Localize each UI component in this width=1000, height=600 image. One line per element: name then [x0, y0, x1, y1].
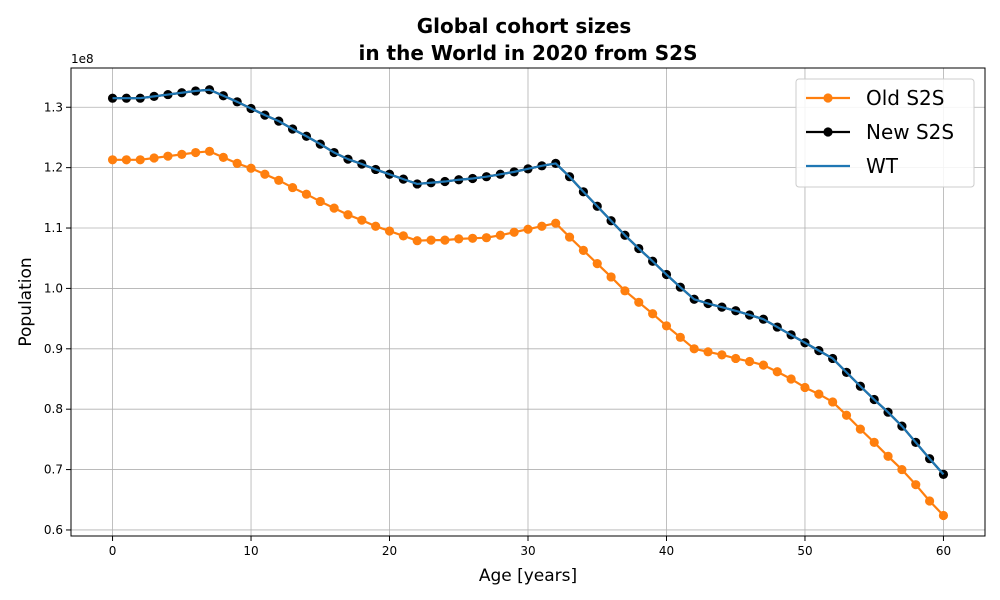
data-point-old-s2s [163, 151, 173, 161]
y-axis-label: Population [16, 257, 36, 346]
data-point-old-s2s [121, 155, 131, 165]
data-point-old-s2s [301, 189, 312, 199]
data-point-old-s2s [481, 233, 492, 243]
legend-label-old-s2s: Old S2S [866, 86, 944, 110]
data-point-old-s2s [855, 424, 865, 434]
y-tick-label: 0.6 [44, 523, 63, 537]
legend-entry-new-s2s: New S2S [806, 120, 954, 144]
legend-marker-new-s2s [823, 127, 833, 137]
data-point-old-s2s [468, 233, 478, 243]
y-offset-label: 1e8 [71, 52, 94, 66]
data-point-old-s2s [648, 309, 658, 319]
data-point-old-s2s [675, 332, 685, 342]
data-point-old-s2s [329, 203, 339, 213]
x-tick-label: 60 [936, 544, 951, 558]
data-point-old-s2s [661, 321, 672, 331]
y-tick-label: 1.2 [44, 161, 63, 175]
data-point-old-s2s [828, 397, 838, 407]
plot-series [107, 85, 949, 521]
series-wt [112, 88, 945, 476]
data-point-old-s2s [260, 169, 270, 179]
data-point-old-s2s [315, 196, 325, 207]
data-point-old-s2s [883, 451, 893, 461]
legend-entry-wt: WT [806, 154, 899, 178]
data-point-old-s2s [841, 410, 852, 420]
x-tick-label: 10 [243, 544, 258, 558]
data-point-old-s2s [897, 464, 907, 475]
legend-entry-old-s2s: Old S2S [806, 86, 944, 110]
data-point-old-s2s [537, 221, 547, 231]
data-point-old-s2s [454, 234, 464, 244]
data-point-old-s2s [412, 236, 422, 246]
data-point-old-s2s [218, 152, 228, 162]
y-tick-label: 0.9 [44, 342, 63, 356]
chart-title-line-1: Global cohort sizes [417, 14, 631, 38]
x-tick-label: 20 [382, 544, 397, 558]
data-point-old-s2s [578, 245, 588, 255]
data-point-old-s2s [426, 235, 436, 245]
y-tick-label: 1.0 [44, 281, 63, 295]
data-point-old-s2s [509, 227, 519, 237]
chart-title-line-2: in the World in 2020 from S2S [359, 41, 698, 65]
series-old-s2s [107, 146, 949, 521]
data-point-old-s2s [398, 231, 408, 241]
data-point-old-s2s [744, 356, 755, 367]
data-point-old-s2s [925, 496, 935, 506]
data-point-old-s2s [592, 259, 602, 269]
data-point-old-s2s [758, 360, 769, 370]
legend-label-wt: WT [866, 154, 899, 178]
data-point-old-s2s [495, 230, 505, 240]
x-tick-label: 50 [797, 544, 812, 558]
data-point-old-s2s [786, 374, 796, 384]
data-point-old-s2s [689, 344, 699, 354]
data-point-old-s2s [135, 155, 145, 165]
x-tick-label: 40 [659, 544, 674, 558]
data-point-old-s2s [523, 224, 533, 234]
data-point-new-s2s [107, 93, 118, 103]
data-point-old-s2s [911, 480, 921, 490]
data-point-old-s2s [800, 382, 810, 393]
data-point-old-s2s [246, 163, 256, 173]
legend-marker-old-s2s [823, 93, 833, 103]
data-point-old-s2s [274, 175, 284, 185]
data-point-old-s2s [731, 353, 741, 364]
axis-ticks: 0 10 20 30 40 50 60 0.6 0.7 0.8 0.9 1.0 1.1 1.2 1.3 [44, 100, 951, 558]
data-point-old-s2s [343, 210, 353, 220]
series-line-wt [112, 88, 945, 476]
y-tick-label: 0.8 [44, 402, 63, 416]
data-point-old-s2s [232, 158, 242, 169]
data-point-old-s2s [371, 221, 381, 231]
data-point-old-s2s [606, 272, 616, 282]
legend: Old S2S New S2S WT [795, 78, 975, 188]
data-point-old-s2s [620, 286, 630, 296]
data-point-old-s2s [814, 389, 824, 399]
data-point-old-s2s [869, 437, 879, 447]
x-axis-label: Age [years] [479, 566, 577, 586]
y-tick-label: 1.1 [44, 221, 63, 235]
y-tick-label: 1.3 [44, 100, 63, 114]
data-point-old-s2s [717, 350, 727, 360]
x-tick-label: 0 [109, 544, 117, 558]
data-point-old-s2s [287, 182, 298, 193]
legend-frame [795, 78, 975, 188]
x-tick-label: 30 [520, 544, 535, 558]
data-point-old-s2s [772, 367, 782, 377]
data-point-old-s2s [703, 347, 713, 357]
data-point-old-s2s [551, 218, 561, 228]
data-point-old-s2s [938, 510, 949, 521]
data-point-old-s2s [384, 226, 395, 236]
data-point-old-s2s [177, 149, 187, 159]
data-point-old-s2s [634, 297, 644, 307]
data-point-old-s2s [440, 235, 450, 245]
data-point-old-s2s [204, 146, 215, 156]
data-point-old-s2s [107, 155, 118, 165]
legend-label-new-s2s: New S2S [866, 120, 954, 144]
data-point-old-s2s [149, 153, 159, 163]
data-point-old-s2s [357, 215, 367, 225]
data-point-old-s2s [564, 232, 575, 242]
y-tick-label: 0.7 [44, 463, 63, 477]
data-point-old-s2s [191, 147, 201, 158]
